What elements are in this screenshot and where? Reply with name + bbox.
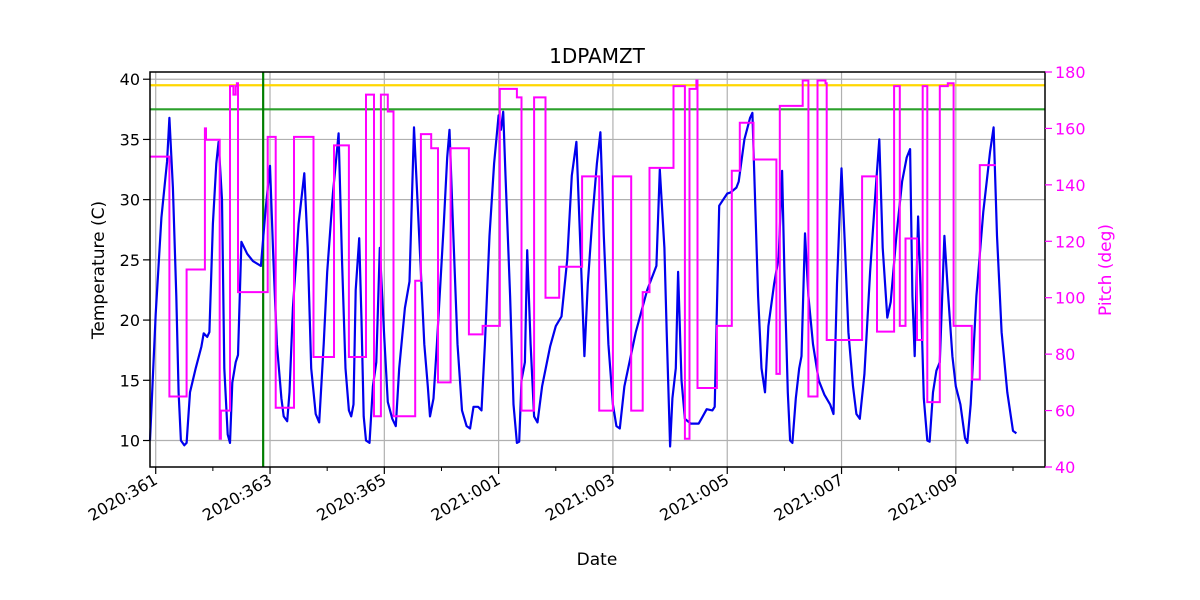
temperature-series-line bbox=[148, 110, 1018, 448]
y-tick-label: 25 bbox=[120, 251, 140, 270]
y2-tick-label: 180 bbox=[1055, 63, 1086, 82]
series bbox=[148, 79, 1018, 448]
y-axis-label: Temperature (C) bbox=[89, 201, 109, 340]
y2-axis-label: Pitch (deg) bbox=[1096, 224, 1116, 316]
y-tick-label: 35 bbox=[120, 130, 140, 149]
plot-frame bbox=[149, 71, 1046, 468]
y2-tick-label: 160 bbox=[1055, 119, 1086, 138]
y2-tick-label: 120 bbox=[1055, 232, 1086, 251]
y2-tick-label: 40 bbox=[1055, 458, 1075, 477]
y2-tick-label: 140 bbox=[1055, 176, 1086, 195]
grid bbox=[150, 72, 1045, 467]
y-tick-label: 10 bbox=[120, 432, 140, 451]
y2-tick-label: 80 bbox=[1055, 345, 1075, 364]
y-axis-right: 40 60 80 100 120 140 160 180 bbox=[1045, 63, 1086, 477]
chart-title: 1DPAMZT bbox=[549, 44, 646, 68]
y2-tick-label: 100 bbox=[1055, 289, 1086, 308]
y-tick-label: 40 bbox=[120, 70, 140, 89]
y2-tick-label: 60 bbox=[1055, 402, 1075, 421]
pitch-series-line bbox=[150, 79, 996, 440]
y-axis-left: 10 15 20 25 30 35 40 bbox=[120, 70, 150, 451]
y-tick-label: 20 bbox=[120, 311, 140, 330]
y-tick-label: 30 bbox=[120, 191, 140, 210]
x-axis-label: Date bbox=[577, 550, 618, 570]
y-tick-label: 15 bbox=[120, 371, 140, 390]
